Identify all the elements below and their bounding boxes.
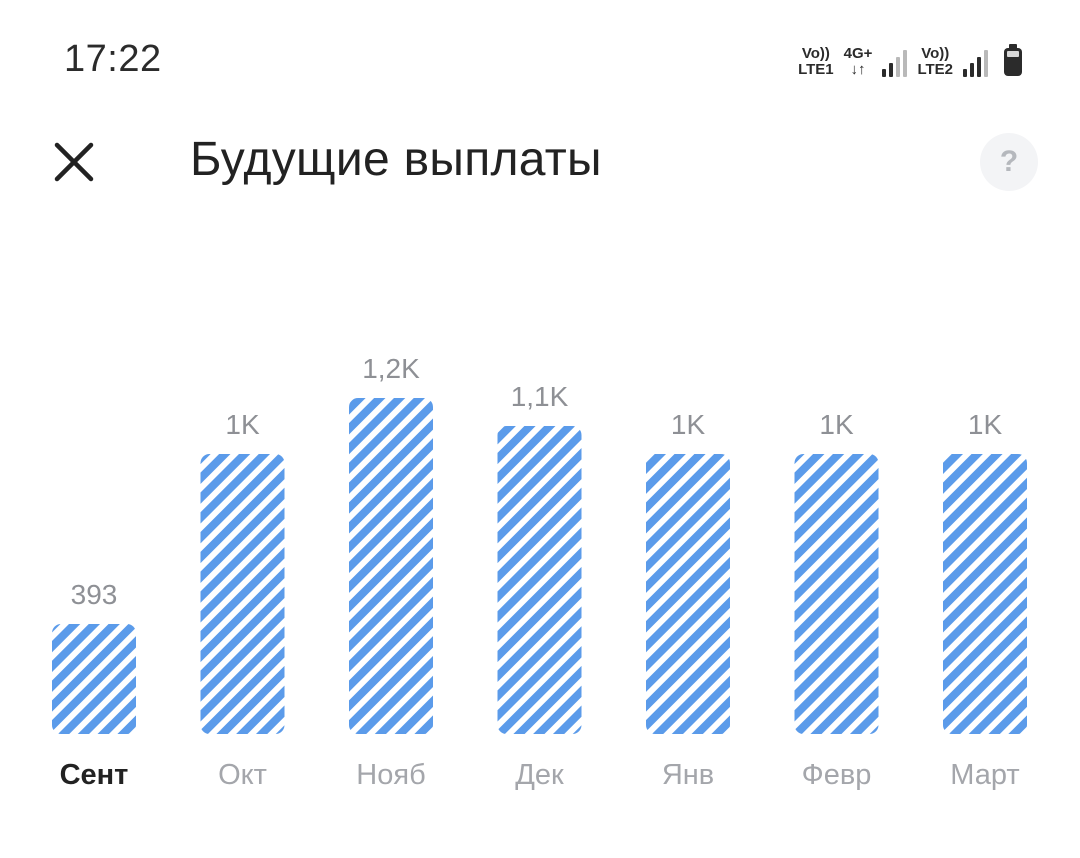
- data-network-type: 4G+: [843, 45, 873, 62]
- chart-bar-group-6[interactable]: 1K Март: [943, 409, 1027, 791]
- sim1-signal-icon: [882, 47, 908, 77]
- bar-value-label: 1K: [225, 409, 260, 440]
- bar-value-label: 1K: [819, 409, 854, 440]
- chart-bar[interactable]: [943, 454, 1027, 734]
- battery-icon: [1004, 44, 1022, 76]
- chart-bar[interactable]: [200, 454, 285, 734]
- month-tick-label[interactable]: Окт: [218, 759, 267, 791]
- close-icon: [54, 142, 94, 182]
- month-tick-label[interactable]: Февр: [802, 759, 872, 791]
- chart-bar-group-1[interactable]: 1K Окт: [200, 409, 285, 791]
- status-icons: Vo)) LTE1 4G+ ↓↑ Vo)) LTE2: [798, 42, 1022, 82]
- status-time: 17:22: [64, 38, 162, 80]
- data-arrows: ↓↑: [850, 61, 866, 78]
- bar-value-label: 1K: [968, 409, 1003, 440]
- month-tick-label[interactable]: Янв: [662, 759, 714, 791]
- help-button[interactable]: ?: [980, 133, 1038, 191]
- sim1-volte-bottom: LTE1: [798, 61, 834, 78]
- sim2-volte-top: Vo)): [921, 45, 950, 62]
- chart-bar-group-5[interactable]: 1K Февр: [794, 409, 879, 791]
- chart-bar-group-2[interactable]: 1,2K Нояб: [349, 353, 433, 791]
- chart-bar-group-0[interactable]: 393 Сент: [52, 579, 136, 791]
- month-tick-label[interactable]: Сент: [60, 759, 129, 791]
- bar-value-label: 393: [71, 579, 118, 610]
- chart-bar[interactable]: [497, 426, 582, 734]
- chart-bar-group-3[interactable]: 1,1K Дек: [497, 381, 582, 791]
- month-tick-label[interactable]: Март: [950, 759, 1019, 791]
- data-network-icon: 4G+ ↓↑: [844, 46, 873, 78]
- help-icon: ?: [999, 145, 1019, 178]
- chart-bar[interactable]: [794, 454, 879, 734]
- chart-bar[interactable]: [646, 454, 730, 734]
- month-tick-label[interactable]: Нояб: [356, 759, 425, 791]
- bar-value-label: 1,2K: [362, 353, 420, 384]
- sim2-volte-bottom: LTE2: [917, 61, 953, 78]
- sim2-volte-icon: Vo)) LTE2: [917, 46, 953, 78]
- month-tick-label[interactable]: Дек: [515, 759, 564, 791]
- close-button[interactable]: [48, 136, 100, 188]
- chart-bar[interactable]: [349, 398, 433, 734]
- bar-value-label: 1K: [671, 409, 706, 440]
- bar-value-label: 1,1K: [511, 381, 569, 412]
- page-title: Будущие выплаты: [190, 133, 602, 186]
- chart-bar-group-4[interactable]: 1K Янв: [646, 409, 730, 791]
- sim1-volte-icon: Vo)) LTE1: [798, 46, 834, 78]
- chart-bar[interactable]: [52, 623, 136, 734]
- sim1-volte-top: Vo)): [801, 45, 830, 62]
- sim2-signal-icon: [963, 47, 988, 77]
